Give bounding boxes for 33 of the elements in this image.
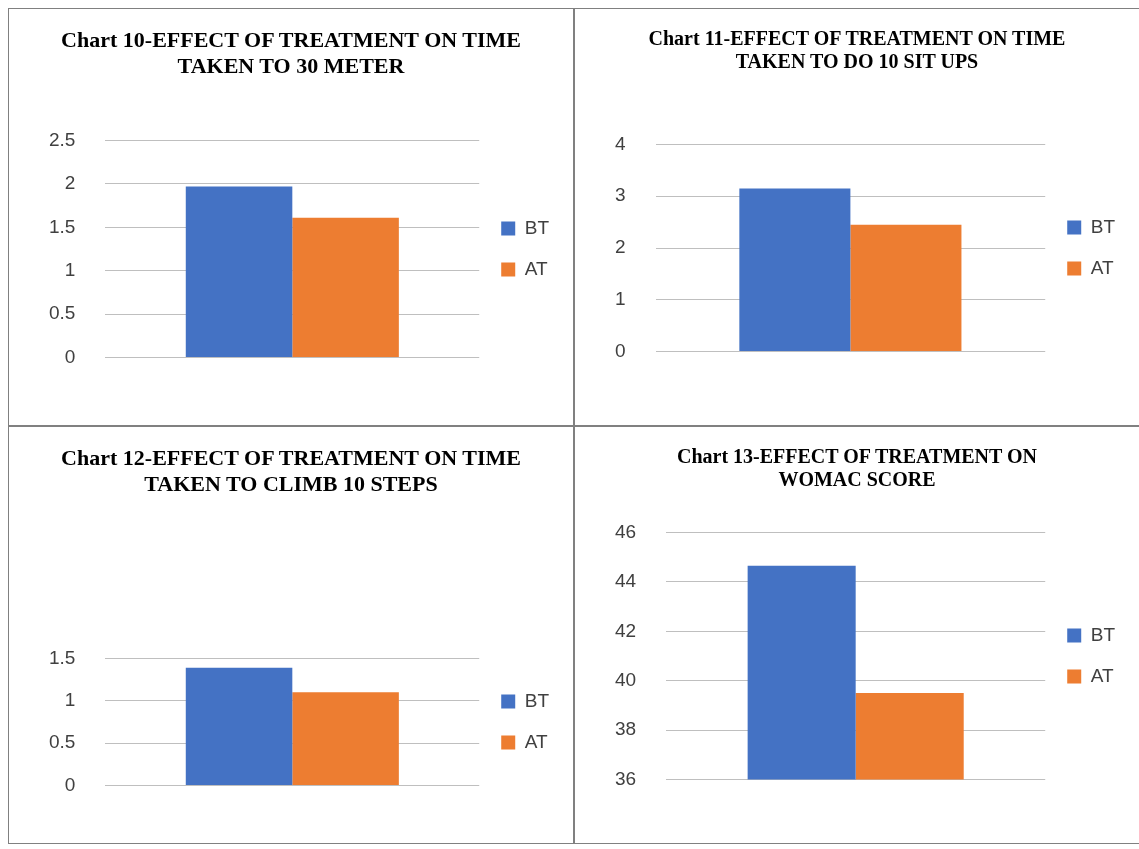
y-tick-label: 2 xyxy=(614,236,626,258)
y-tick-label: 1.5 xyxy=(48,215,76,237)
y-tick-label: 0 xyxy=(64,345,76,367)
legend-label: AT xyxy=(524,257,548,279)
y-tick-label: 3 xyxy=(614,184,626,206)
y-tick-label: 40 xyxy=(614,668,637,690)
y-tick-label: 1 xyxy=(614,288,626,310)
legend-label: BT xyxy=(524,216,550,238)
y-tick-label: 0 xyxy=(614,339,626,361)
y-tick-label: 0.5 xyxy=(48,731,76,753)
y-tick-label: 0 xyxy=(64,773,76,795)
y-tick-label: 38 xyxy=(614,718,637,740)
y-tick-label: 46 xyxy=(614,520,637,542)
chart-title: Chart 10-EFFECT OF TREATMENT ON TIME TAKEN TO 30 METER xyxy=(61,27,521,79)
legend-label: AT xyxy=(1090,664,1114,686)
y-tick-label: 4 xyxy=(614,132,626,154)
y-tick-label: 1.5 xyxy=(48,646,76,668)
y-tick-label: 2 xyxy=(64,172,76,194)
legend-label: BT xyxy=(524,689,550,711)
chart-title: Chart 11-EFFECT OF TREATMENT ON TIME TAKEN TO DO 10 SIT UPS xyxy=(647,27,1067,73)
y-tick-label: 0.5 xyxy=(48,302,76,324)
y-tick-label: 36 xyxy=(614,767,637,789)
y-tick-label: 1 xyxy=(64,689,76,711)
y-tick-label: 2.5 xyxy=(48,128,76,150)
y-tick-label: 44 xyxy=(614,570,637,592)
y-tick-label: 1 xyxy=(64,258,76,280)
y-tick-label: 42 xyxy=(614,619,637,641)
legend-label: BT xyxy=(1090,623,1116,645)
legend-label: BT xyxy=(1090,215,1116,237)
legend-label: AT xyxy=(1090,256,1114,278)
chart-title: Chart 12-EFFECT OF TREATMENT ON TIME TAKEN TO CLIMB 10 STEPS xyxy=(61,445,521,497)
legend-label: AT xyxy=(524,730,548,752)
chart-title: Chart 13-EFFECT OF TREATMENT ON WOMAC SCORE xyxy=(676,445,1038,491)
